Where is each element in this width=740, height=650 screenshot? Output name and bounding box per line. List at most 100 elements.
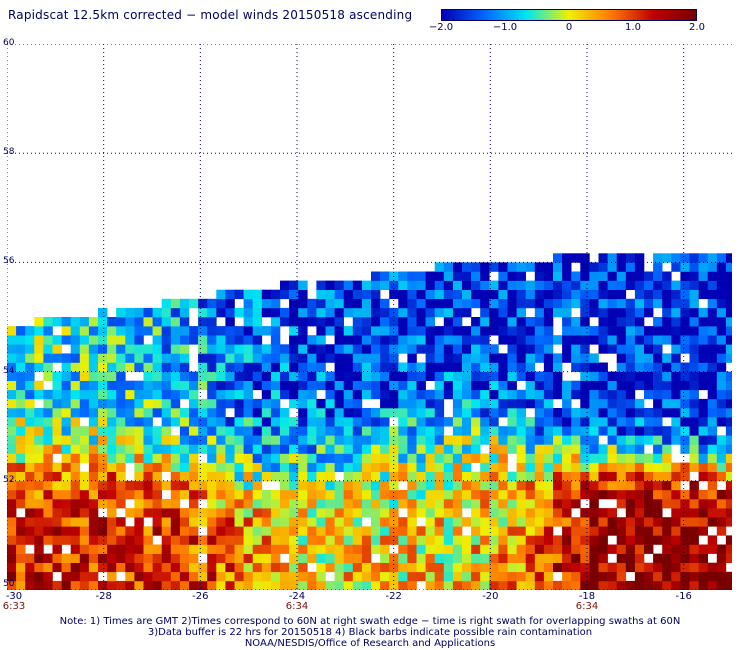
wind-cell bbox=[98, 480, 108, 491]
wind-cell bbox=[443, 580, 454, 590]
wind-cell bbox=[98, 499, 108, 509]
wind-cell bbox=[680, 462, 690, 472]
wind-cell bbox=[434, 435, 445, 445]
wind-cell bbox=[716, 389, 727, 400]
wind-cell bbox=[371, 508, 381, 518]
wind-cell bbox=[598, 280, 608, 290]
wind-cell bbox=[452, 389, 463, 400]
wind-cell bbox=[98, 380, 108, 391]
wind-cell bbox=[325, 480, 335, 491]
wind-cell bbox=[88, 344, 99, 354]
wind-cell bbox=[553, 480, 563, 491]
wind-cell bbox=[480, 499, 490, 509]
wind-cell bbox=[189, 444, 199, 454]
wind-cell bbox=[571, 417, 581, 427]
wind-cell bbox=[607, 289, 617, 300]
wind-cell bbox=[161, 580, 172, 590]
wind-cell bbox=[234, 517, 244, 527]
wind-cell bbox=[352, 408, 363, 418]
wind-cell bbox=[434, 571, 445, 582]
wind-cell bbox=[616, 371, 627, 381]
wind-cell bbox=[607, 262, 617, 272]
wind-cell bbox=[316, 335, 326, 345]
wind-cell bbox=[644, 480, 654, 491]
wind-cell bbox=[316, 499, 326, 509]
wind-cell bbox=[644, 271, 654, 281]
wind-cell bbox=[88, 553, 99, 563]
wind-cell bbox=[79, 408, 90, 418]
wind-cell bbox=[425, 562, 435, 573]
wind-cell bbox=[143, 553, 153, 563]
wind-cell bbox=[352, 426, 363, 436]
wind-cell bbox=[16, 517, 26, 527]
wind-cell bbox=[698, 271, 708, 281]
wind-cell bbox=[716, 344, 727, 354]
wind-cell bbox=[443, 335, 454, 345]
wind-cell bbox=[644, 571, 654, 582]
wind-cell bbox=[207, 426, 217, 436]
wind-cell bbox=[553, 389, 563, 400]
wind-cell bbox=[70, 398, 81, 409]
wind-cell bbox=[607, 462, 617, 472]
wind-cell bbox=[16, 489, 26, 500]
wind-cell bbox=[216, 326, 226, 336]
wind-cell bbox=[152, 408, 162, 418]
wind-cell bbox=[371, 408, 381, 418]
wind-cell bbox=[179, 462, 190, 472]
wind-cell bbox=[498, 307, 508, 318]
wind-cell bbox=[134, 562, 144, 573]
wind-cell bbox=[680, 471, 690, 482]
wind-cell bbox=[589, 517, 599, 527]
wind-cell bbox=[270, 435, 281, 445]
wind-cell bbox=[598, 317, 608, 327]
wind-cell bbox=[25, 508, 35, 518]
wind-cell bbox=[243, 462, 253, 472]
wind-cell bbox=[416, 271, 426, 281]
wind-cell bbox=[407, 489, 417, 500]
wind-cell bbox=[434, 444, 445, 454]
wind-cell bbox=[598, 444, 608, 454]
wind-cell bbox=[61, 517, 71, 527]
wind-cell bbox=[725, 298, 732, 309]
wind-cell bbox=[580, 526, 590, 536]
wind-cell bbox=[707, 562, 718, 573]
wind-cell bbox=[589, 380, 599, 391]
wind-cell bbox=[625, 335, 636, 345]
wind-cell bbox=[389, 499, 399, 509]
wind-cell bbox=[580, 553, 590, 563]
wind-cell bbox=[107, 508, 117, 518]
wind-cell bbox=[607, 280, 617, 290]
wind-cell bbox=[7, 435, 17, 445]
wind-cell bbox=[289, 389, 299, 400]
wind-cell bbox=[380, 562, 390, 573]
wind-cell bbox=[298, 317, 308, 327]
wind-cell bbox=[61, 580, 71, 590]
wind-cell bbox=[534, 444, 545, 454]
wind-cell bbox=[125, 335, 135, 345]
wind-cell bbox=[234, 462, 244, 472]
wind-cell bbox=[689, 508, 699, 518]
wind-cell bbox=[443, 280, 454, 290]
wind-cell bbox=[580, 262, 590, 272]
wind-cell bbox=[425, 426, 435, 436]
wind-cell bbox=[34, 353, 44, 363]
wind-cell bbox=[43, 326, 53, 336]
wind-cell bbox=[179, 362, 190, 372]
wind-cell bbox=[671, 326, 681, 336]
wind-cell bbox=[361, 408, 372, 418]
wind-cell bbox=[343, 371, 354, 381]
wind-cell bbox=[325, 535, 335, 545]
wind-cell bbox=[562, 298, 572, 309]
wind-cell bbox=[280, 526, 290, 536]
wind-cell bbox=[580, 417, 590, 427]
wind-cell bbox=[689, 480, 699, 491]
wind-cell bbox=[716, 562, 727, 573]
wind-cell bbox=[416, 280, 426, 290]
wind-cell bbox=[16, 544, 26, 554]
wind-cell bbox=[553, 380, 563, 391]
wind-cell bbox=[179, 444, 190, 454]
wind-cell bbox=[70, 435, 81, 445]
wind-cell bbox=[143, 535, 153, 545]
wind-cell bbox=[316, 562, 326, 573]
wind-cell bbox=[225, 444, 235, 454]
